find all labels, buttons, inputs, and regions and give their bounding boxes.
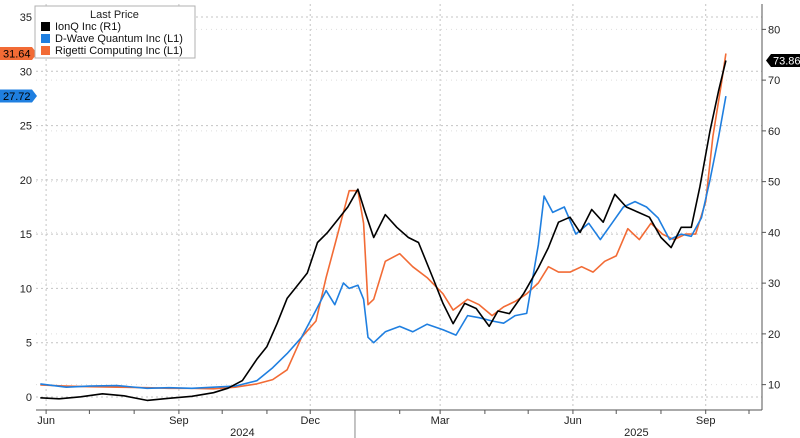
y-right-tick-label: 20: [768, 329, 780, 341]
x-tick-label: Mar: [431, 415, 450, 427]
series-line-d-wave-quantum-inc: [40, 95, 727, 390]
last-value-tag-label: 31.64: [3, 49, 31, 61]
x-tick-label: Sep: [169, 415, 189, 427]
last-value-tag-bg: [0, 89, 37, 103]
legend-label-rigetti: Rigetti Computing Inc (L1): [55, 45, 183, 57]
x-tick-label: Sep: [696, 415, 716, 427]
legend-title: Last Price: [90, 9, 139, 21]
legend-box: [34, 5, 196, 59]
y-right-tick-label: 80: [768, 24, 780, 36]
x-tick-label: Jun: [564, 415, 582, 427]
legend-label-dwave: D-Wave Quantum Inc (L1): [55, 33, 183, 45]
y-left-tick-label: 25: [20, 121, 32, 133]
legend-label-ionq: IonQ Inc (R1): [55, 21, 121, 33]
last-value-tag-label: 73.86: [773, 56, 800, 68]
y-left-tick-label: 15: [20, 229, 32, 241]
x-tick-label: Dec: [300, 415, 320, 427]
series-line-ionq-inc: [40, 60, 727, 402]
series-line-rigetti-computing-inc: [40, 53, 727, 390]
y-left-tick-label: 30: [20, 66, 32, 78]
y-left-tick-label: 35: [20, 12, 32, 24]
y-right-tick-label: 40: [768, 227, 780, 239]
legend-swatch-dwave: [41, 34, 50, 43]
y-right-tick-label: 30: [768, 278, 780, 290]
x-year-label: 2024: [230, 427, 254, 438]
last-value-tag-label: 27.72: [3, 91, 31, 103]
legend-swatch-ionq: [41, 22, 50, 31]
grid: [36, 4, 762, 410]
y-left-tick-label: 0: [26, 392, 32, 404]
legend: Last Price IonQ Inc (R1) D-Wave Quantum …: [34, 5, 196, 59]
y-left-tick-label: 10: [20, 283, 32, 295]
y-right-tick-label: 60: [768, 126, 780, 138]
y-left-tick-label: 20: [20, 175, 32, 187]
legend-swatch-rigetti: [41, 46, 50, 55]
y-left-tick-label: 5: [26, 338, 32, 350]
x-tick-label: Jun: [37, 415, 55, 427]
series-lines: [40, 53, 727, 402]
y-right-tick-label: 70: [768, 75, 780, 87]
y-right-tick-label: 50: [768, 177, 780, 189]
y-right-tick-label: 10: [768, 380, 780, 392]
last-value-tag-bg: [766, 54, 800, 68]
last-value-tag-bg: [0, 47, 37, 61]
last-value-tags: 31.64 27.72 73.86: [0, 47, 800, 103]
x-year-label: 2025: [624, 427, 648, 438]
